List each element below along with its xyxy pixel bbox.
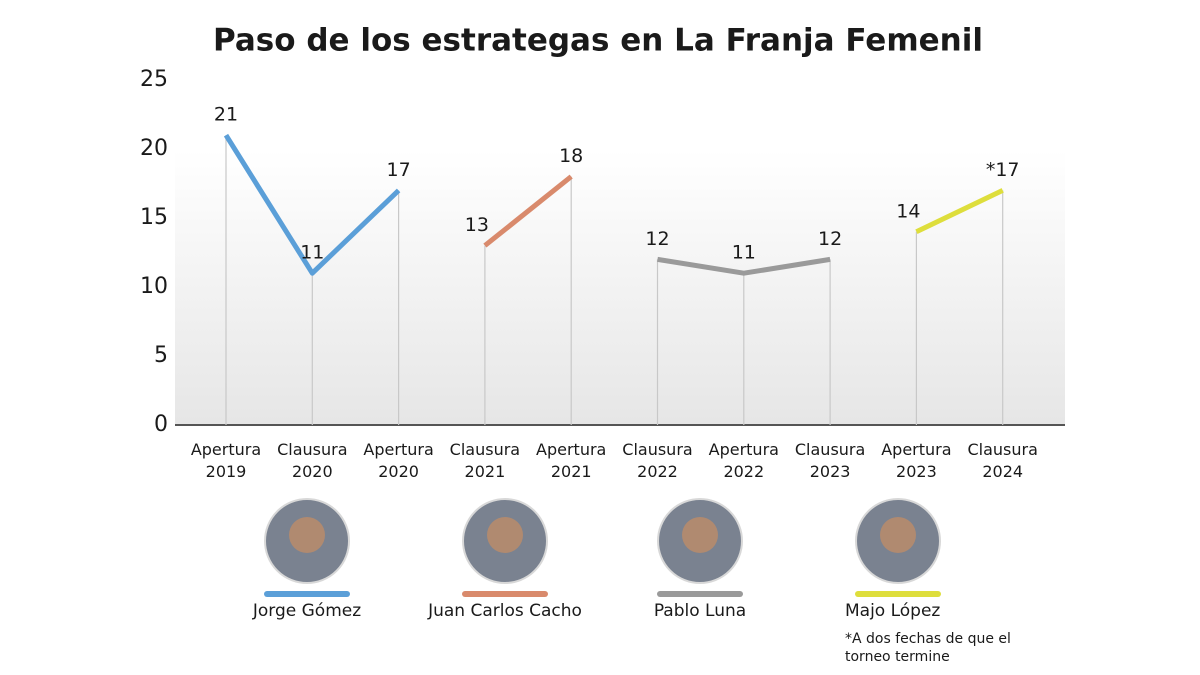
y-tick-label: 5: [154, 343, 168, 368]
x-tick-label: Clausura 2023: [794, 440, 866, 481]
value-label: 11: [300, 242, 324, 264]
chart-title: Paso de los estrategas en La Franja Feme…: [213, 23, 983, 59]
x-tick-label: Clausura 2020: [277, 440, 348, 481]
value-label: 12: [645, 228, 669, 250]
y-tick-label: 0: [154, 412, 168, 437]
annotation: *A dos fechas de que el torneo termine: [845, 631, 1011, 665]
x-tick-label: Clausura 2022: [622, 440, 693, 481]
series-line: [657, 256, 831, 276]
legend-label: Juan Carlos Cacho: [428, 601, 582, 621]
coach-photo-face: [880, 517, 916, 553]
x-tick-label: Clausura 2021: [449, 440, 521, 481]
y-tick-label: 15: [140, 205, 168, 230]
y-tick-label: 25: [140, 67, 168, 92]
value-label: 13: [465, 214, 489, 236]
y-tick-label: 20: [140, 136, 168, 161]
x-tick-label: Apertura 2023: [881, 440, 952, 481]
value-label: *17: [986, 159, 1020, 181]
value-label: 18: [559, 145, 583, 167]
value-label: 12: [818, 228, 842, 250]
series-line: [483, 174, 573, 248]
value-label: 14: [896, 200, 920, 222]
plot-background: [175, 150, 1065, 425]
coach-photo-face: [682, 517, 718, 553]
value-label: 21: [214, 104, 238, 126]
x-tick-label: Apertura 2019: [190, 440, 262, 481]
series-line: [223, 133, 401, 276]
x-tick-label: Apertura 2020: [363, 440, 434, 481]
coach-photo-face: [487, 517, 523, 553]
coach-photo-face: [289, 517, 325, 553]
x-tick-label: Apertura 2022: [708, 440, 779, 481]
series-line: [915, 188, 1004, 235]
legend-label: Jorge Gómez: [252, 601, 362, 621]
value-label: 11: [732, 242, 756, 264]
x-tick-label: Apertura 2021: [536, 440, 607, 481]
y-tick-label: 10: [140, 274, 168, 299]
legend-label: Pablo Luna: [653, 601, 747, 621]
value-label: 17: [387, 159, 411, 181]
legend-label: Majo López: [845, 601, 941, 621]
x-tick-label: Clausura 2024: [967, 440, 1038, 481]
